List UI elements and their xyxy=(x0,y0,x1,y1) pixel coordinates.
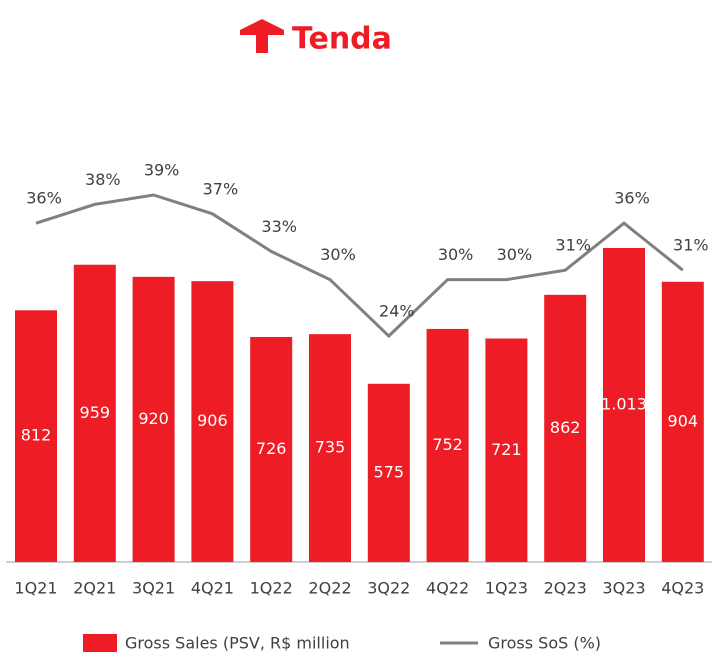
bar-label: 752 xyxy=(432,435,463,454)
line xyxy=(35,193,684,339)
x-tick-label: 4Q23 xyxy=(661,579,704,598)
bar xyxy=(367,383,410,562)
line-label: 30% xyxy=(497,245,533,264)
bar-label: 904 xyxy=(668,411,699,430)
bar-label: 812 xyxy=(21,426,52,445)
logo-text: Tenda xyxy=(292,22,392,57)
line-label: 31% xyxy=(555,236,591,255)
legend-label: Gross Sales (PSV, R$ million xyxy=(125,634,350,653)
bar xyxy=(426,328,469,562)
bar xyxy=(603,248,645,562)
x-tick-label: 3Q22 xyxy=(367,579,410,598)
x-tick-label: 2Q23 xyxy=(544,579,587,598)
logo: Tenda xyxy=(240,19,392,57)
line-label: 37% xyxy=(203,179,239,198)
line-label: 30% xyxy=(320,245,356,264)
line-label: 30% xyxy=(438,245,474,264)
bar-label: 575 xyxy=(374,462,405,481)
bar xyxy=(485,338,528,562)
bar xyxy=(544,294,587,562)
logo-icon xyxy=(240,19,284,53)
line-label: 39% xyxy=(144,161,180,180)
line-label: 36% xyxy=(26,189,62,208)
bar-label: 726 xyxy=(256,439,287,458)
bar xyxy=(132,276,175,562)
x-tick-label: 1Q21 xyxy=(14,579,57,598)
bar-label: 1.013 xyxy=(601,395,647,414)
bar-label: 920 xyxy=(138,409,169,428)
legend-label: Gross SoS (%) xyxy=(488,634,601,653)
line-label: 36% xyxy=(614,189,650,208)
x-tick-label: 4Q21 xyxy=(191,579,234,598)
bar-label: 906 xyxy=(197,411,228,430)
x-tick-label: 4Q22 xyxy=(426,579,469,598)
bar xyxy=(191,281,234,562)
x-tick-label: 1Q22 xyxy=(250,579,293,598)
line-label: 38% xyxy=(85,170,121,189)
x-tick-label: 1Q23 xyxy=(485,579,528,598)
bar-label: 735 xyxy=(315,438,346,457)
bar-label: 862 xyxy=(550,418,581,437)
bar-label: 721 xyxy=(491,440,522,459)
bar xyxy=(661,281,704,562)
legend-swatch-bar xyxy=(83,634,117,652)
line-label: 31% xyxy=(673,236,709,255)
bar xyxy=(73,264,116,562)
bar xyxy=(309,334,351,562)
line-label: 24% xyxy=(379,302,415,321)
line-label: 33% xyxy=(261,217,297,236)
bar xyxy=(15,310,57,562)
bar xyxy=(250,336,293,562)
x-tick-label: 3Q23 xyxy=(602,579,645,598)
x-tick-label: 3Q21 xyxy=(132,579,175,598)
x-tick-label: 2Q21 xyxy=(73,579,116,598)
bar-label: 959 xyxy=(80,403,111,422)
x-tick-label: 2Q22 xyxy=(308,579,351,598)
